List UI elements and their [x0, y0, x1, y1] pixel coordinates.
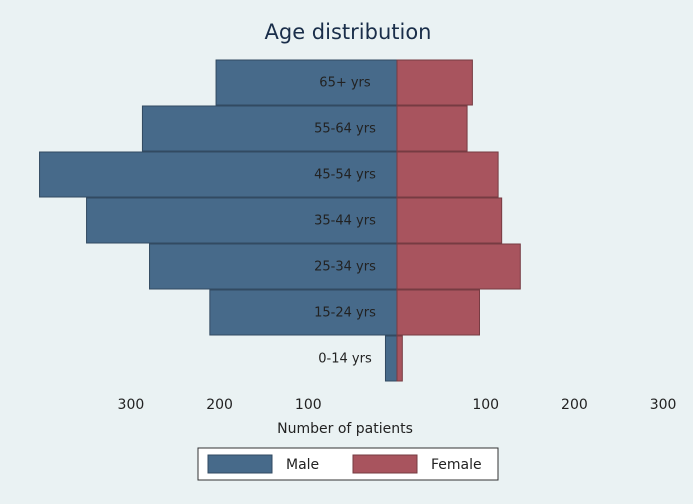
bar: [396, 197, 503, 244]
bar: [149, 243, 398, 290]
category-label: 55-64 yrs: [314, 122, 376, 137]
bar: [86, 197, 398, 244]
bar: [396, 243, 521, 290]
x-tick-label: 200: [561, 397, 588, 413]
legend-label: Male: [286, 457, 319, 473]
x-tick-label: 300: [118, 397, 145, 413]
x-tick-label: 300: [650, 397, 677, 413]
bar: [215, 59, 398, 106]
x-axis-title: Number of patients: [277, 421, 413, 437]
bar: [396, 335, 403, 382]
category-label: 15-24 yrs: [314, 306, 376, 321]
bar: [141, 105, 398, 152]
category-label: 65+ yrs: [319, 76, 371, 91]
category-label: 0-14 yrs: [318, 352, 372, 367]
category-label: 45-54 yrs: [314, 168, 376, 183]
bar: [396, 289, 480, 336]
bar: [396, 105, 468, 152]
x-tick-label: 200: [206, 397, 233, 413]
category-label: 25-34 yrs: [314, 260, 376, 275]
x-tick-label: 100: [472, 397, 499, 413]
bar: [209, 289, 398, 336]
bar: [384, 335, 398, 382]
bar: [39, 151, 398, 198]
bar: [396, 59, 473, 106]
legend-label: Female: [431, 457, 482, 473]
category-label: 35-44 yrs: [314, 214, 376, 229]
chart-title: Age distribution: [265, 20, 432, 44]
x-tick-label: 100: [295, 397, 322, 413]
bar: [396, 151, 499, 198]
legend-swatch: [352, 454, 418, 474]
legend-swatch: [207, 454, 273, 474]
